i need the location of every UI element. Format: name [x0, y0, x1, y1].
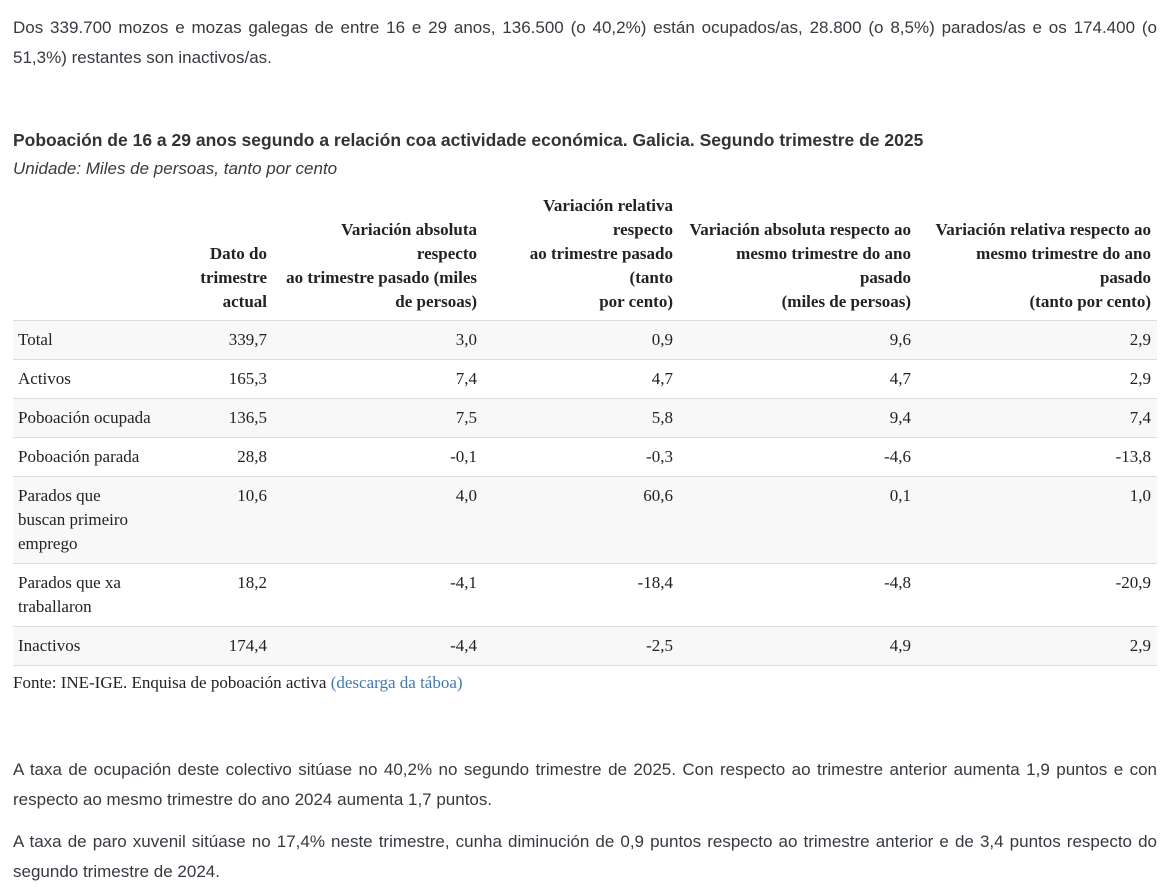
table-row-parados-primeiro-emprego: Parados que buscan primeiro emprego 10,6…	[13, 476, 1157, 564]
table-cell: -4,4	[273, 626, 483, 666]
table-cell: -4,1	[273, 563, 483, 627]
row-label: Activos	[13, 359, 183, 399]
table-cell: 2,9	[917, 359, 1157, 399]
table-unit-subtitle: Unidade: Miles de persoas, tanto por cen…	[13, 159, 338, 178]
table-cell: -2,5	[483, 626, 679, 666]
row-label: Total	[13, 320, 183, 360]
intro-paragraph: Dos 339.700 mozos e mozas galegas de ent…	[13, 18, 1157, 67]
row-label: Inactivos	[13, 626, 183, 666]
table-cell: -13,8	[917, 437, 1157, 477]
table-cell: 7,4	[917, 398, 1157, 438]
table-cell: 5,8	[483, 398, 679, 438]
table-cell: -20,9	[917, 563, 1157, 627]
table-cell: -0,1	[273, 437, 483, 477]
table-cell: -4,8	[679, 563, 917, 627]
download-table-link[interactable]: (descarga da táboa)	[330, 673, 463, 692]
table-cell: 4,9	[679, 626, 917, 666]
table-cell: 165,3	[183, 359, 273, 399]
table-row-activos: Activos 165,3 7,4 4,7 4,7 2,9	[13, 359, 1157, 399]
row-label: Parados que xa traballaron	[13, 563, 183, 627]
table-cell: 136,5	[183, 398, 273, 438]
table-cell: 28,8	[183, 437, 273, 477]
table-row-parados-xa-traballaron: Parados que xa traballaron 18,2 -4,1 -18…	[13, 563, 1157, 627]
table-header: Dato do trimestre actual Variación absol…	[13, 192, 1157, 321]
col-header-dato-actual: Dato do trimestre actual	[183, 192, 273, 321]
table-cell: 60,6	[483, 476, 679, 564]
table-row-inactivos: Inactivos 174,4 -4,4 -2,5 4,9 2,9	[13, 626, 1157, 666]
table-cell: 0,1	[679, 476, 917, 564]
occupation-rate-paragraph: A taxa de ocupación deste colectivo sitú…	[13, 760, 1157, 809]
table-cell: -4,6	[679, 437, 917, 477]
col-header-var-rel-ano: Variación relativa respecto ao mesmo tri…	[917, 192, 1157, 321]
table-row-ocupada: Poboación ocupada 136,5 7,5 5,8 9,4 7,4	[13, 398, 1157, 438]
table-cell: 2,9	[917, 626, 1157, 666]
table-cell: 339,7	[183, 320, 273, 360]
row-label: Parados que buscan primeiro emprego	[13, 476, 183, 564]
col-header-var-abs-ano: Variación absoluta respecto ao mesmo tri…	[679, 192, 917, 321]
table-cell: 7,5	[273, 398, 483, 438]
table-cell: 9,6	[679, 320, 917, 360]
source-text: Fonte: INE-IGE. Enquisa de poboación act…	[13, 673, 331, 692]
table-header-row: Dato do trimestre actual Variación absol…	[13, 192, 1157, 321]
table-cell: 0,9	[483, 320, 679, 360]
table-title: Poboación de 16 a 29 anos segundo a rela…	[13, 130, 924, 150]
table-cell: 4,7	[679, 359, 917, 399]
source-line: Fonte: INE-IGE. Enquisa de poboación act…	[13, 671, 1157, 695]
row-label: Poboación parada	[13, 437, 183, 477]
table-cell: -0,3	[483, 437, 679, 477]
table-cell: 4,7	[483, 359, 679, 399]
table-cell: 1,0	[917, 476, 1157, 564]
row-label: Poboación ocupada	[13, 398, 183, 438]
table-cell: 3,0	[273, 320, 483, 360]
table-cell: -18,4	[483, 563, 679, 627]
col-header-var-rel-trimestre: Variación relativa respecto ao trimestre…	[483, 192, 679, 321]
table-cell: 10,6	[183, 476, 273, 564]
table-cell: 7,4	[273, 359, 483, 399]
page-content: Dos 339.700 mozos e mozas galegas de ent…	[0, 13, 1171, 887]
activity-table: Dato do trimestre actual Variación absol…	[13, 192, 1157, 666]
table-row-total: Total 339,7 3,0 0,9 9,6 2,9	[13, 320, 1157, 360]
col-header-var-abs-trimestre: Variación absoluta respecto ao trimestre…	[273, 192, 483, 321]
table-cell: 174,4	[183, 626, 273, 666]
unemployment-rate-paragraph: A taxa de paro xuvenil sitúase no 17,4% …	[13, 832, 1157, 881]
table-cell: 4,0	[273, 476, 483, 564]
table-cell: 9,4	[679, 398, 917, 438]
table-row-parada: Poboación parada 28,8 -0,1 -0,3 -4,6 -13…	[13, 437, 1157, 477]
table-cell: 18,2	[183, 563, 273, 627]
table-corner-cell	[13, 192, 183, 321]
table-cell: 2,9	[917, 320, 1157, 360]
